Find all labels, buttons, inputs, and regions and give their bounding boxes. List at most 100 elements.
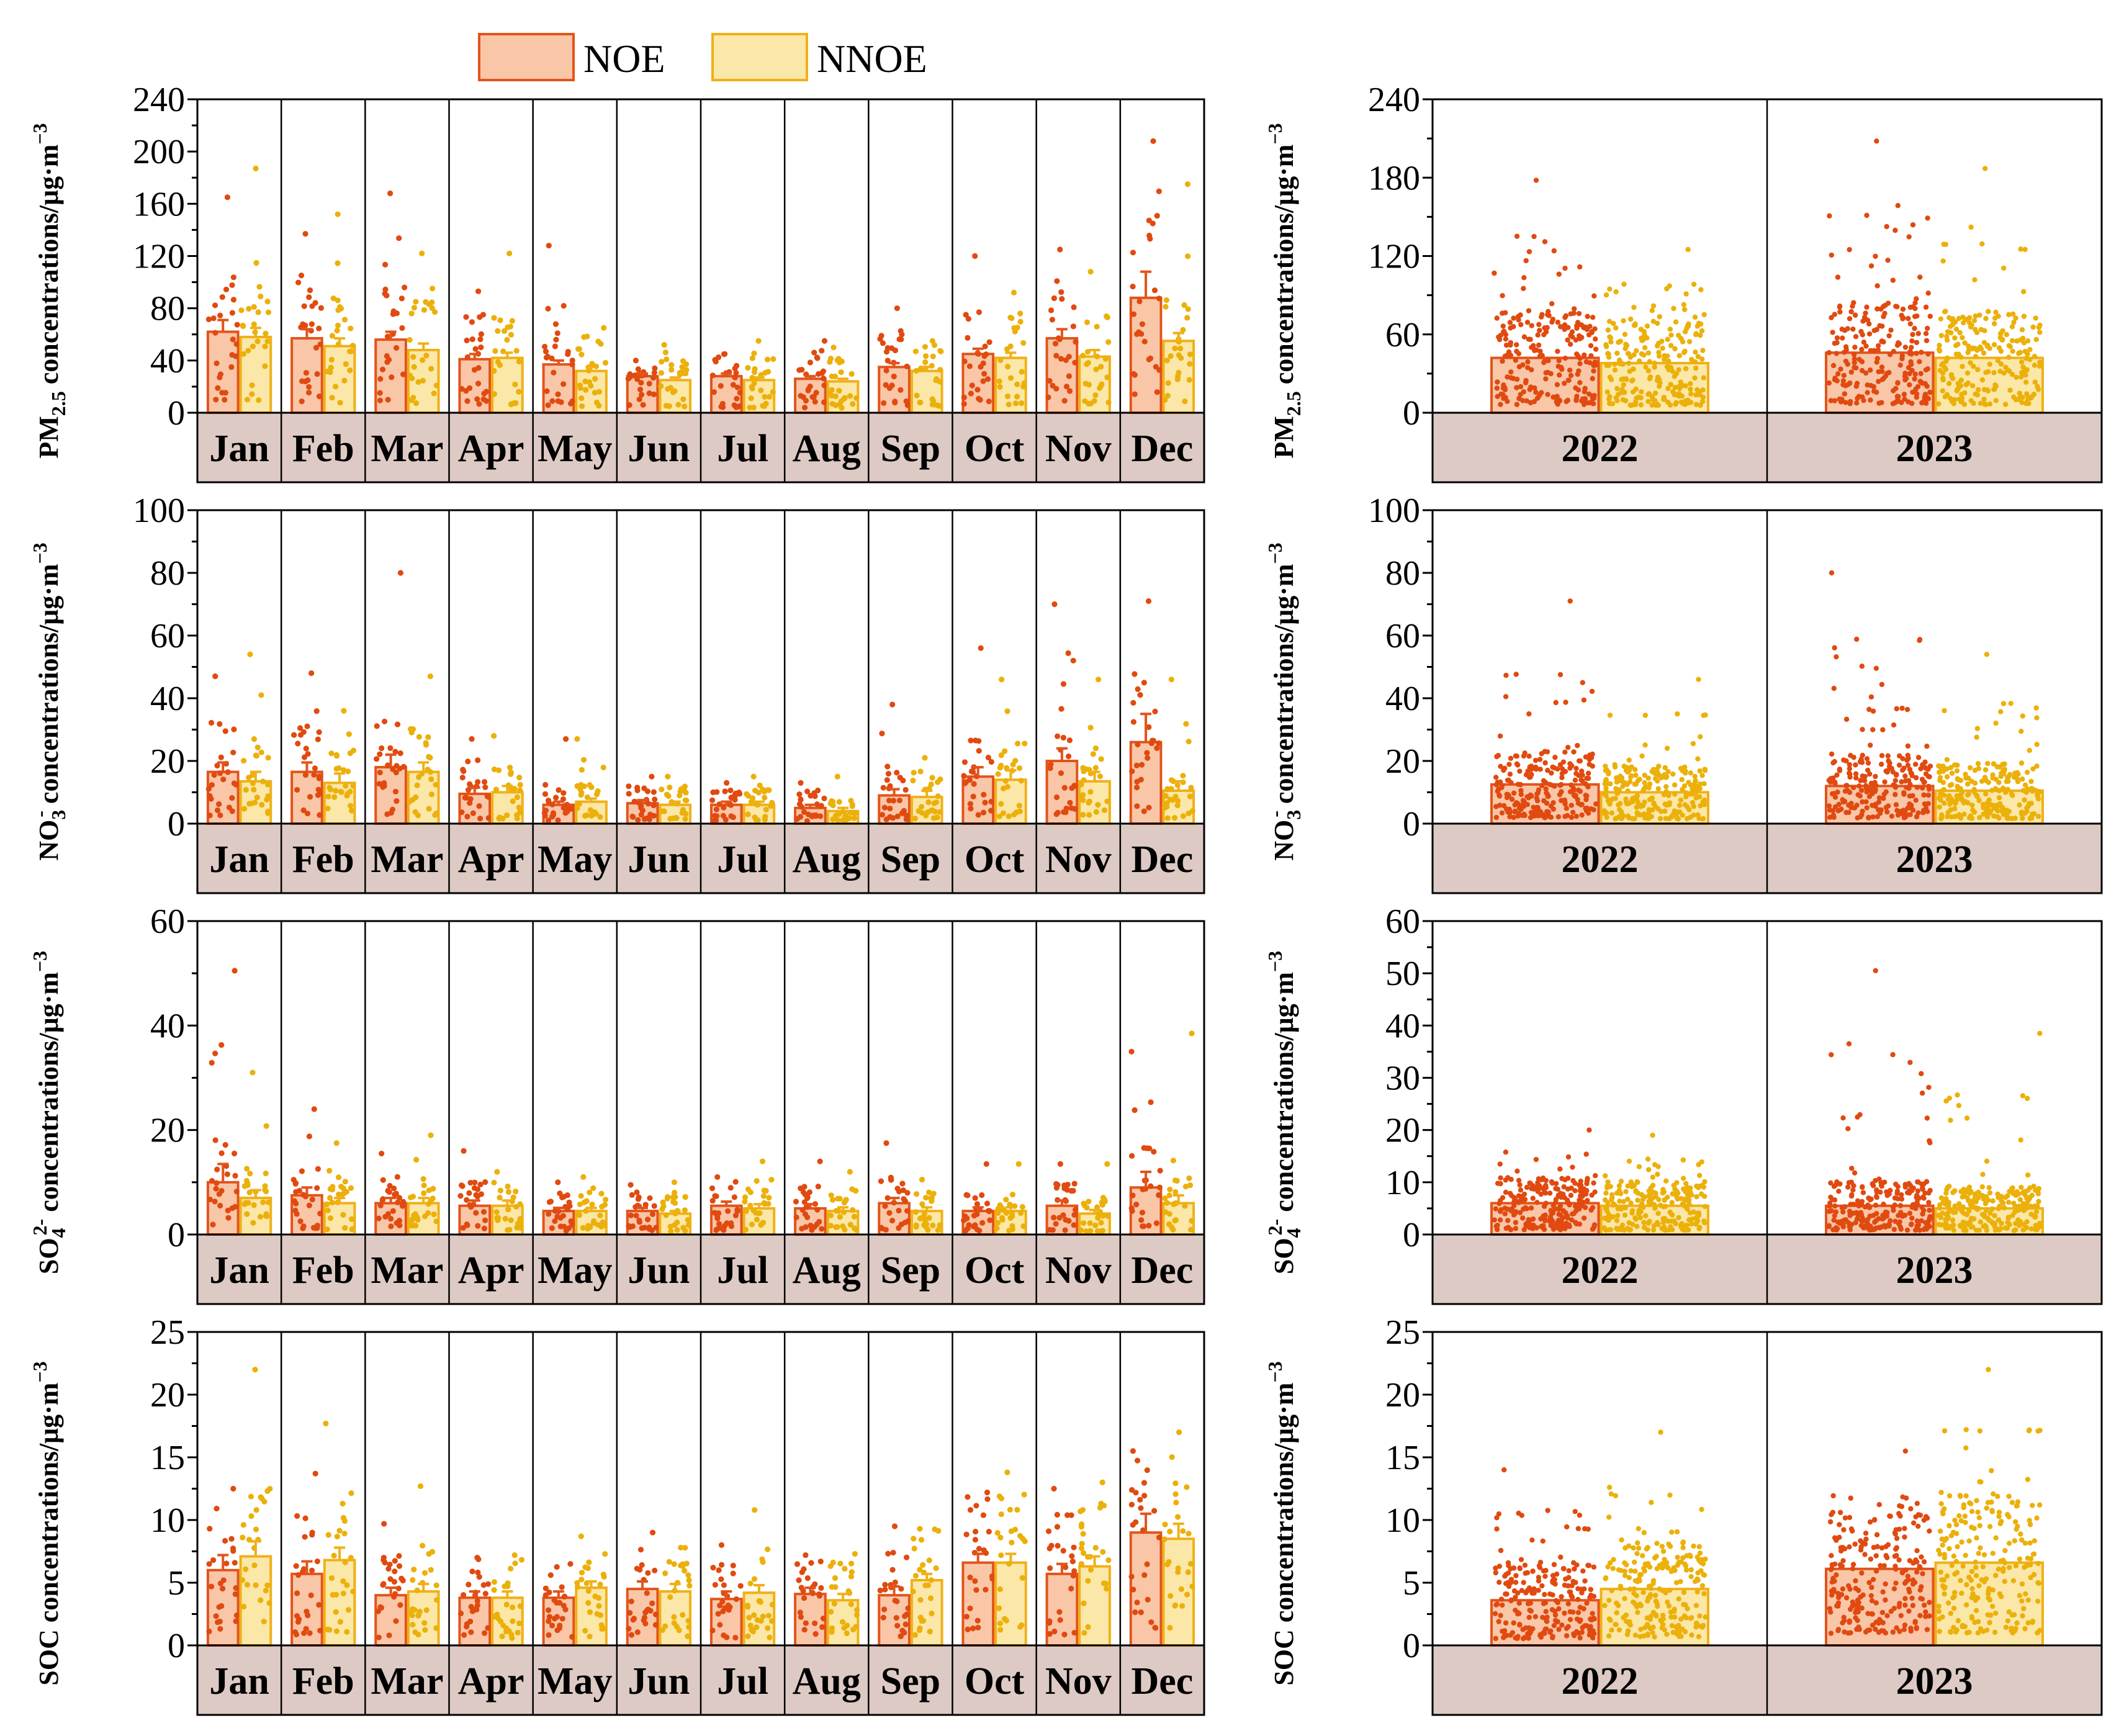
data-point-nnoe <box>2027 1203 2033 1209</box>
data-point-nnoe <box>1991 761 1997 767</box>
data-point-nnoe <box>668 1228 674 1235</box>
data-point-noe <box>1879 753 1885 758</box>
data-point-nnoe <box>1955 1092 1960 1098</box>
data-point-noe <box>1912 1227 1919 1233</box>
data-point-nnoe <box>335 1191 342 1198</box>
data-point-nnoe <box>742 1194 749 1200</box>
data-point-nnoe <box>1632 767 1638 773</box>
data-point-noe <box>480 396 487 402</box>
data-point-nnoe <box>1642 780 1647 786</box>
data-point-noe <box>889 1217 896 1224</box>
data-point-noe <box>1495 379 1500 385</box>
data-point-nnoe <box>1983 369 1989 376</box>
data-point-noe <box>1496 1200 1502 1207</box>
y-axis-label-part: 2- <box>29 1219 51 1236</box>
data-point-nnoe <box>1603 1173 1608 1179</box>
data-point-nnoe <box>1956 813 1962 819</box>
data-point-noe <box>1879 323 1885 329</box>
data-point-noe <box>733 370 739 376</box>
data-point-nnoe <box>997 765 1003 771</box>
data-point-noe <box>1858 1202 1865 1208</box>
data-point-noe <box>557 1223 564 1230</box>
data-point-nnoe <box>996 813 1002 820</box>
category-label: Jun <box>628 839 690 881</box>
data-point-noe <box>1874 138 1879 144</box>
data-point-nnoe <box>1638 1209 1644 1215</box>
data-point-nnoe <box>1625 1196 1631 1202</box>
data-point-nnoe <box>1652 360 1657 366</box>
data-point-noe <box>1905 743 1911 749</box>
data-point-noe <box>313 344 320 351</box>
data-point-nnoe <box>847 1169 853 1175</box>
data-point-nnoe <box>1981 805 1986 811</box>
data-point-noe <box>1868 382 1874 389</box>
data-point-noe <box>1150 220 1156 227</box>
data-point-nnoe <box>680 1225 686 1231</box>
data-point-noe <box>799 1207 806 1213</box>
data-point-noe <box>219 294 225 300</box>
data-point-noe <box>393 1190 399 1197</box>
data-point-nnoe <box>327 786 334 793</box>
chart-panel-so4-monthly: Jan Feb Mar Apr May Jun Jul Aug Sep Oct Nov Dec0204… <box>29 902 1205 1305</box>
data-point-nnoe <box>1692 314 1698 320</box>
data-point-noe <box>1848 309 1854 315</box>
data-point-noe <box>1497 1217 1503 1223</box>
data-point-nnoe <box>1187 1182 1194 1189</box>
data-point-noe <box>981 353 988 359</box>
data-point-noe <box>1861 340 1867 345</box>
data-point-nnoe <box>516 804 522 811</box>
data-point-nnoe <box>256 284 263 290</box>
data-point-nnoe <box>767 394 773 400</box>
data-point-noe <box>878 1178 884 1184</box>
data-point-nnoe <box>260 778 266 785</box>
data-point-noe <box>397 1222 403 1228</box>
data-point-noe <box>1832 398 1838 403</box>
y-tick-label: 40 <box>1385 680 1420 718</box>
data-point-noe <box>1920 1194 1926 1200</box>
data-point-noe <box>1850 785 1856 791</box>
data-point-noe <box>1557 372 1562 378</box>
data-point-noe <box>482 1179 488 1185</box>
data-point-nnoe <box>421 1190 427 1197</box>
data-point-nnoe <box>838 369 844 376</box>
data-point-nnoe <box>1983 315 1989 322</box>
data-point-noe <box>1568 1192 1574 1199</box>
data-point-noe <box>1831 1217 1837 1223</box>
data-point-nnoe <box>335 1174 342 1181</box>
data-point-noe <box>387 190 394 197</box>
data-point-noe <box>1521 286 1526 291</box>
data-point-nnoe <box>1604 1183 1610 1189</box>
category-label: Oct <box>965 1249 1025 1292</box>
data-point-nnoe <box>408 1221 415 1227</box>
data-point-nnoe <box>930 398 937 404</box>
data-point-noe <box>1573 1221 1580 1226</box>
data-point-noe <box>485 815 492 821</box>
category-label: Apr <box>458 1249 524 1292</box>
data-point-nnoe <box>1940 1210 1945 1216</box>
data-point-nnoe <box>511 786 518 792</box>
data-point-noe <box>480 1208 487 1215</box>
data-point-noe <box>1585 775 1591 781</box>
data-point-nnoe <box>506 764 513 771</box>
data-point-noe <box>1855 1212 1861 1218</box>
data-point-nnoe <box>1183 721 1189 727</box>
data-point-noe <box>1887 760 1892 766</box>
data-point-noe <box>984 1200 991 1207</box>
data-point-noe <box>231 1150 238 1157</box>
data-point-noe <box>1071 1181 1078 1187</box>
data-point-nnoe <box>1095 1215 1101 1221</box>
category-label: Mar <box>371 428 443 470</box>
data-point-noe <box>461 1148 467 1154</box>
data-point-noe <box>1864 789 1870 795</box>
data-point-nnoe <box>1984 778 1989 784</box>
data-point-noe <box>1542 1216 1548 1221</box>
data-point-nnoe <box>1603 763 1608 769</box>
data-point-nnoe <box>1177 345 1184 352</box>
category-label: Oct <box>965 839 1025 881</box>
data-point-noe <box>1071 304 1077 310</box>
data-point-noe <box>297 725 304 731</box>
data-point-nnoe <box>1095 677 1102 683</box>
data-point-nnoe <box>430 1185 436 1192</box>
data-point-nnoe <box>1964 370 1971 376</box>
data-point-noe <box>1883 789 1889 795</box>
